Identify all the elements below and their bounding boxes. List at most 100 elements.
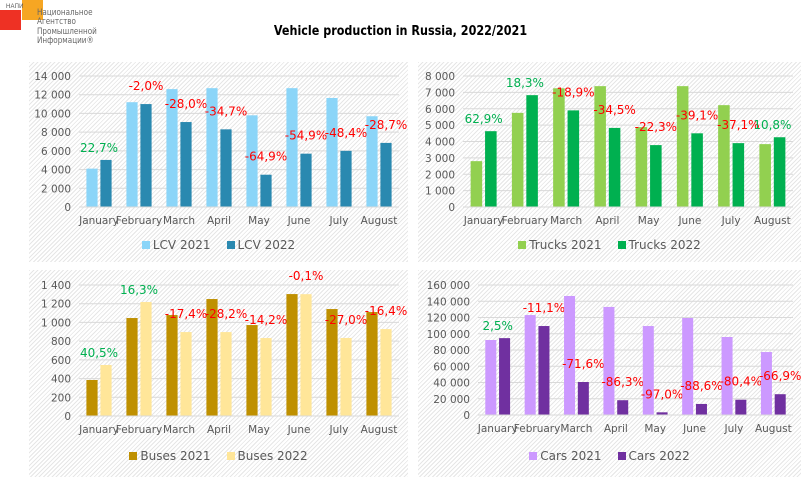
- x-tick-label: January: [78, 215, 119, 227]
- legend-item: LCV 2021: [141, 238, 211, 252]
- bar-cars-2022: [538, 326, 550, 415]
- bar-cars-2021: [603, 306, 615, 415]
- bar-trucks-2021: [594, 86, 606, 207]
- bar-trucks-2021: [759, 144, 771, 207]
- change-label: -18,9%: [552, 85, 594, 99]
- y-tick-label: 3 000: [425, 153, 455, 165]
- bar-buses-2022: [220, 332, 232, 416]
- x-tick-label: April: [207, 215, 231, 227]
- bar-trucks-2021: [511, 112, 524, 207]
- legend-label: Trucks 2021: [529, 238, 602, 252]
- legend-label: Cars 2022: [628, 449, 690, 463]
- logo-line: Национальное: [37, 8, 93, 18]
- change-label: 22,7%: [80, 141, 118, 155]
- x-tick-label: June: [287, 215, 311, 227]
- x-tick-label: April: [595, 215, 619, 227]
- change-label: -11,1%: [523, 301, 565, 315]
- x-tick-label: March: [163, 215, 195, 227]
- cars-chart-panel: 0 20 000 40 000 60 000 80 000 100 000 120 000 1…: [418, 270, 801, 477]
- y-tick-label: 5 000: [425, 120, 455, 132]
- x-tick-label: March: [163, 424, 195, 436]
- change-label: -22,3%: [635, 120, 677, 134]
- bar-cars-2022: [499, 338, 511, 415]
- y-tick-label: 1 000: [425, 186, 455, 198]
- bar-lcv-2021: [366, 116, 378, 207]
- bar-buses-2021: [326, 309, 338, 416]
- buses-chart-panel: 0 200 400 600 800 1 000 1 200 1 400 January 40,5%…: [29, 270, 408, 477]
- cars-chart: 0 20 000 40 000 60 000 80 000 100 000 120 000 1…: [427, 280, 801, 435]
- x-tick-label: May: [248, 215, 270, 227]
- legend-item: Trucks 2021: [518, 238, 602, 252]
- bar-buses-2022: [380, 329, 392, 416]
- bar-lcv-2022: [220, 129, 232, 207]
- change-label: -28,7%: [365, 118, 407, 132]
- bar-cars-2021: [721, 337, 733, 415]
- change-label: -28,0%: [165, 97, 207, 111]
- bar-trucks-2021: [553, 88, 565, 207]
- bar-lcv-2021: [326, 97, 338, 207]
- bar-trucks-2022: [608, 127, 621, 207]
- bar-buses-2022: [180, 332, 192, 416]
- cars-legend: Cars 2021 Cars 2022: [418, 449, 801, 463]
- x-tick-label: January: [78, 424, 119, 436]
- lcv-chart-panel: 0 2 000 4 000 6 000 8 000 10 000 12 000 14 000 J…: [29, 62, 408, 262]
- change-label: -37,1%: [717, 118, 759, 132]
- bar-cars-2022: [735, 399, 747, 415]
- change-label: -2,0%: [129, 79, 164, 93]
- bar-lcv-2021: [206, 88, 218, 207]
- y-tick-label: 2 000: [41, 183, 71, 195]
- bar-lcv-2022: [340, 150, 352, 207]
- legend-swatch: [129, 452, 138, 460]
- x-tick-label: April: [604, 423, 628, 435]
- x-tick-label: February: [116, 215, 163, 227]
- y-tick-label: 200: [51, 392, 71, 404]
- y-tick-label: 20 000: [433, 394, 470, 406]
- x-tick-label: May: [644, 423, 666, 435]
- logo-abbreviation: НАПИ: [6, 4, 24, 10]
- bar-lcv-2022: [180, 122, 192, 207]
- bar-trucks-2022: [773, 137, 786, 207]
- legend-item: Buses 2022: [226, 449, 308, 463]
- bar-buses-2022: [140, 302, 152, 416]
- legend-swatch: [141, 241, 150, 249]
- change-label: -88,6%: [680, 379, 722, 393]
- legend-item: LCV 2022: [226, 238, 296, 252]
- trucks-legend: Trucks 2021 Trucks 2022: [418, 238, 801, 252]
- legend-label: Trucks 2022: [628, 238, 701, 252]
- change-label: -80,4%: [720, 375, 762, 389]
- y-tick-label: 0: [64, 411, 71, 423]
- change-label: -97,0%: [641, 387, 683, 401]
- logo-orange-square: [22, 0, 43, 20]
- change-label: -71,6%: [562, 357, 604, 371]
- bar-buses-2021: [86, 379, 98, 416]
- bar-trucks-2022: [485, 131, 497, 207]
- y-tick-label: 2 000: [425, 169, 455, 181]
- bar-buses-2022: [260, 338, 272, 416]
- bar-cars-2022: [656, 412, 668, 415]
- trucks-chart-panel: 0 1 000 2 000 3 000 4 000 5 000 6 000 7 000 8 00…: [418, 62, 801, 262]
- bar-trucks-2022: [526, 95, 538, 207]
- y-tick-label: 14 000: [34, 71, 71, 83]
- change-label: -17,4%: [165, 307, 207, 321]
- x-tick-label: July: [721, 215, 741, 227]
- y-tick-label: 7 000: [425, 87, 455, 99]
- change-label: -64,9%: [245, 150, 287, 164]
- buses-chart: 0 200 400 600 800 1 000 1 200 1 400 January 40,5%…: [41, 270, 407, 436]
- bar-lcv-2022: [300, 153, 312, 207]
- change-label: 62,9%: [465, 112, 503, 126]
- legend-label: LCV 2022: [237, 238, 296, 252]
- bar-cars-2022: [774, 394, 786, 415]
- bar-cars-2021: [642, 326, 654, 415]
- change-label: -34,7%: [205, 104, 247, 118]
- legend-swatch: [226, 241, 235, 249]
- lcv-chart: 0 2 000 4 000 6 000 8 000 10 000 12 000 14 000 J…: [34, 71, 407, 227]
- y-tick-label: 800: [51, 336, 71, 348]
- legend-item: Buses 2021: [129, 449, 211, 463]
- bar-trucks-2022: [650, 145, 662, 207]
- bar-lcv-2021: [166, 89, 178, 207]
- change-label: -0,1%: [289, 270, 324, 283]
- x-tick-label: April: [207, 424, 231, 436]
- change-label: 10,8%: [753, 118, 791, 132]
- bar-buses-2021: [286, 294, 298, 416]
- bar-trucks-2021: [635, 127, 648, 207]
